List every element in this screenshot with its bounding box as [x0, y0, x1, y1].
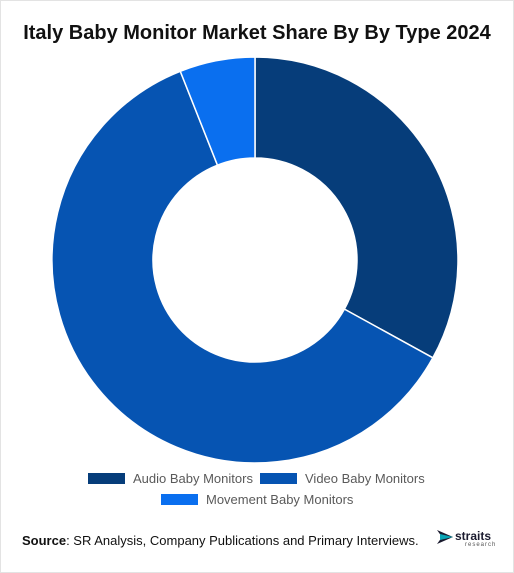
source-text: : SR Analysis, Company Publications and … — [66, 533, 419, 548]
legend-item-movement[interactable]: Movement Baby Monitors — [161, 492, 353, 507]
legend-item-audio[interactable]: Audio Baby Monitors — [88, 471, 253, 486]
source-label: Source — [22, 533, 67, 548]
legend-item-video[interactable]: Video Baby Monitors — [260, 471, 425, 486]
logo-sub: research — [465, 542, 497, 548]
legend-swatch-video — [260, 473, 297, 484]
legend-label-movement: Movement Baby Monitors — [206, 492, 354, 507]
donut-slice-video[interactable] — [51, 70, 434, 464]
donut-slice-movement[interactable] — [179, 56, 256, 167]
legend-label-audio: Audio Baby Monitors — [133, 471, 253, 486]
source-note: Source: SR Analysis, Company Publication… — [22, 533, 419, 548]
legend-swatch-movement — [161, 494, 198, 505]
legend-label-video: Video Baby Monitors — [305, 471, 425, 486]
logo-word: straits — [455, 529, 492, 543]
chart-title: Italy Baby Monitor Market Share By By Ty… — [23, 22, 491, 44]
donut-slice-audio[interactable] — [254, 56, 459, 359]
legend-swatch-audio — [88, 473, 125, 484]
logo-arrow-icon — [437, 530, 453, 544]
straits-logo: straits research — [437, 528, 497, 552]
